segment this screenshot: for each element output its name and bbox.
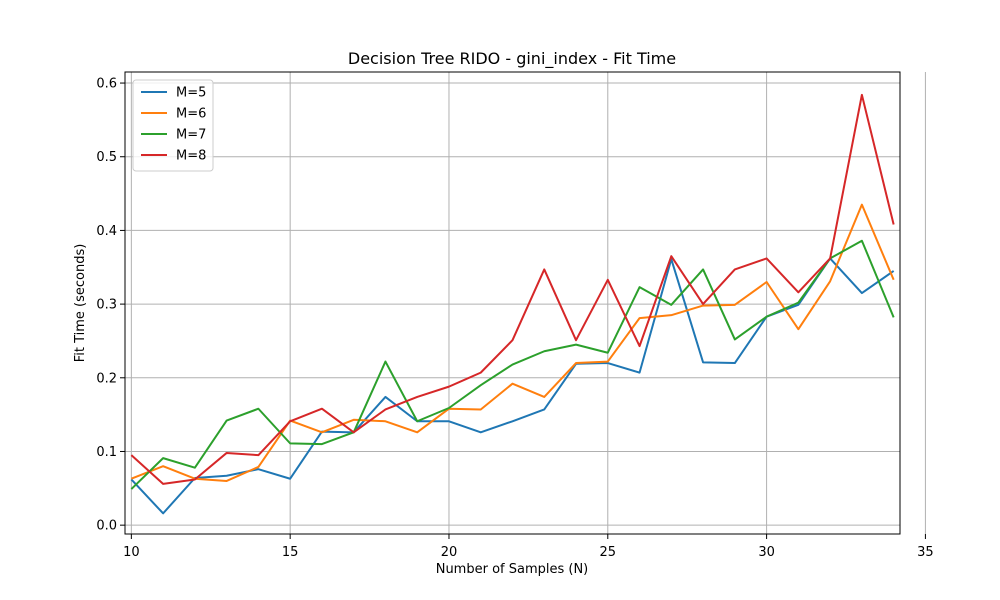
- series-line-m6: [130, 203, 895, 482]
- y-tick-label: 0.2: [96, 371, 117, 386]
- x-axis: 10 15 20 25 30 35: [123, 534, 934, 560]
- legend-label: M=7: [176, 128, 206, 143]
- grid-layer: [125, 72, 926, 534]
- x-axis-title: Number of Samples (N): [436, 562, 589, 577]
- y-tick-label: 0.0: [96, 519, 117, 534]
- legend-label: M=8: [176, 149, 206, 164]
- series-line-m8: [130, 93, 895, 485]
- series-layer: [130, 93, 895, 515]
- legend-label: M=5: [176, 86, 206, 101]
- x-tick-label: 30: [758, 545, 775, 560]
- x-tick-label: 10: [123, 545, 140, 560]
- y-axis-title: Fit Time (seconds): [73, 244, 88, 363]
- x-tick-label: 25: [600, 545, 617, 560]
- series-line-m7: [130, 239, 895, 490]
- y-tick-label: 0.1: [96, 445, 117, 460]
- plot-frame: [124, 71, 901, 535]
- y-tick-label: 0.5: [96, 150, 117, 165]
- legend: M=5 M=6 M=7 M=8: [132, 79, 214, 172]
- legend-box: [132, 79, 214, 172]
- chart-title: Decision Tree RIDO - gini_index - Fit Ti…: [348, 49, 676, 69]
- legend-label: M=6: [176, 107, 206, 122]
- y-axis: 0.0 0.1 0.2 0.3 0.4 0.5 0.6: [96, 77, 125, 534]
- y-tick-label: 0.6: [96, 77, 117, 92]
- x-tick-label: 35: [917, 545, 934, 560]
- x-tick-label: 15: [282, 545, 299, 560]
- y-tick-label: 0.4: [96, 224, 117, 239]
- y-tick-label: 0.3: [96, 298, 117, 313]
- x-tick-label: 20: [441, 545, 458, 560]
